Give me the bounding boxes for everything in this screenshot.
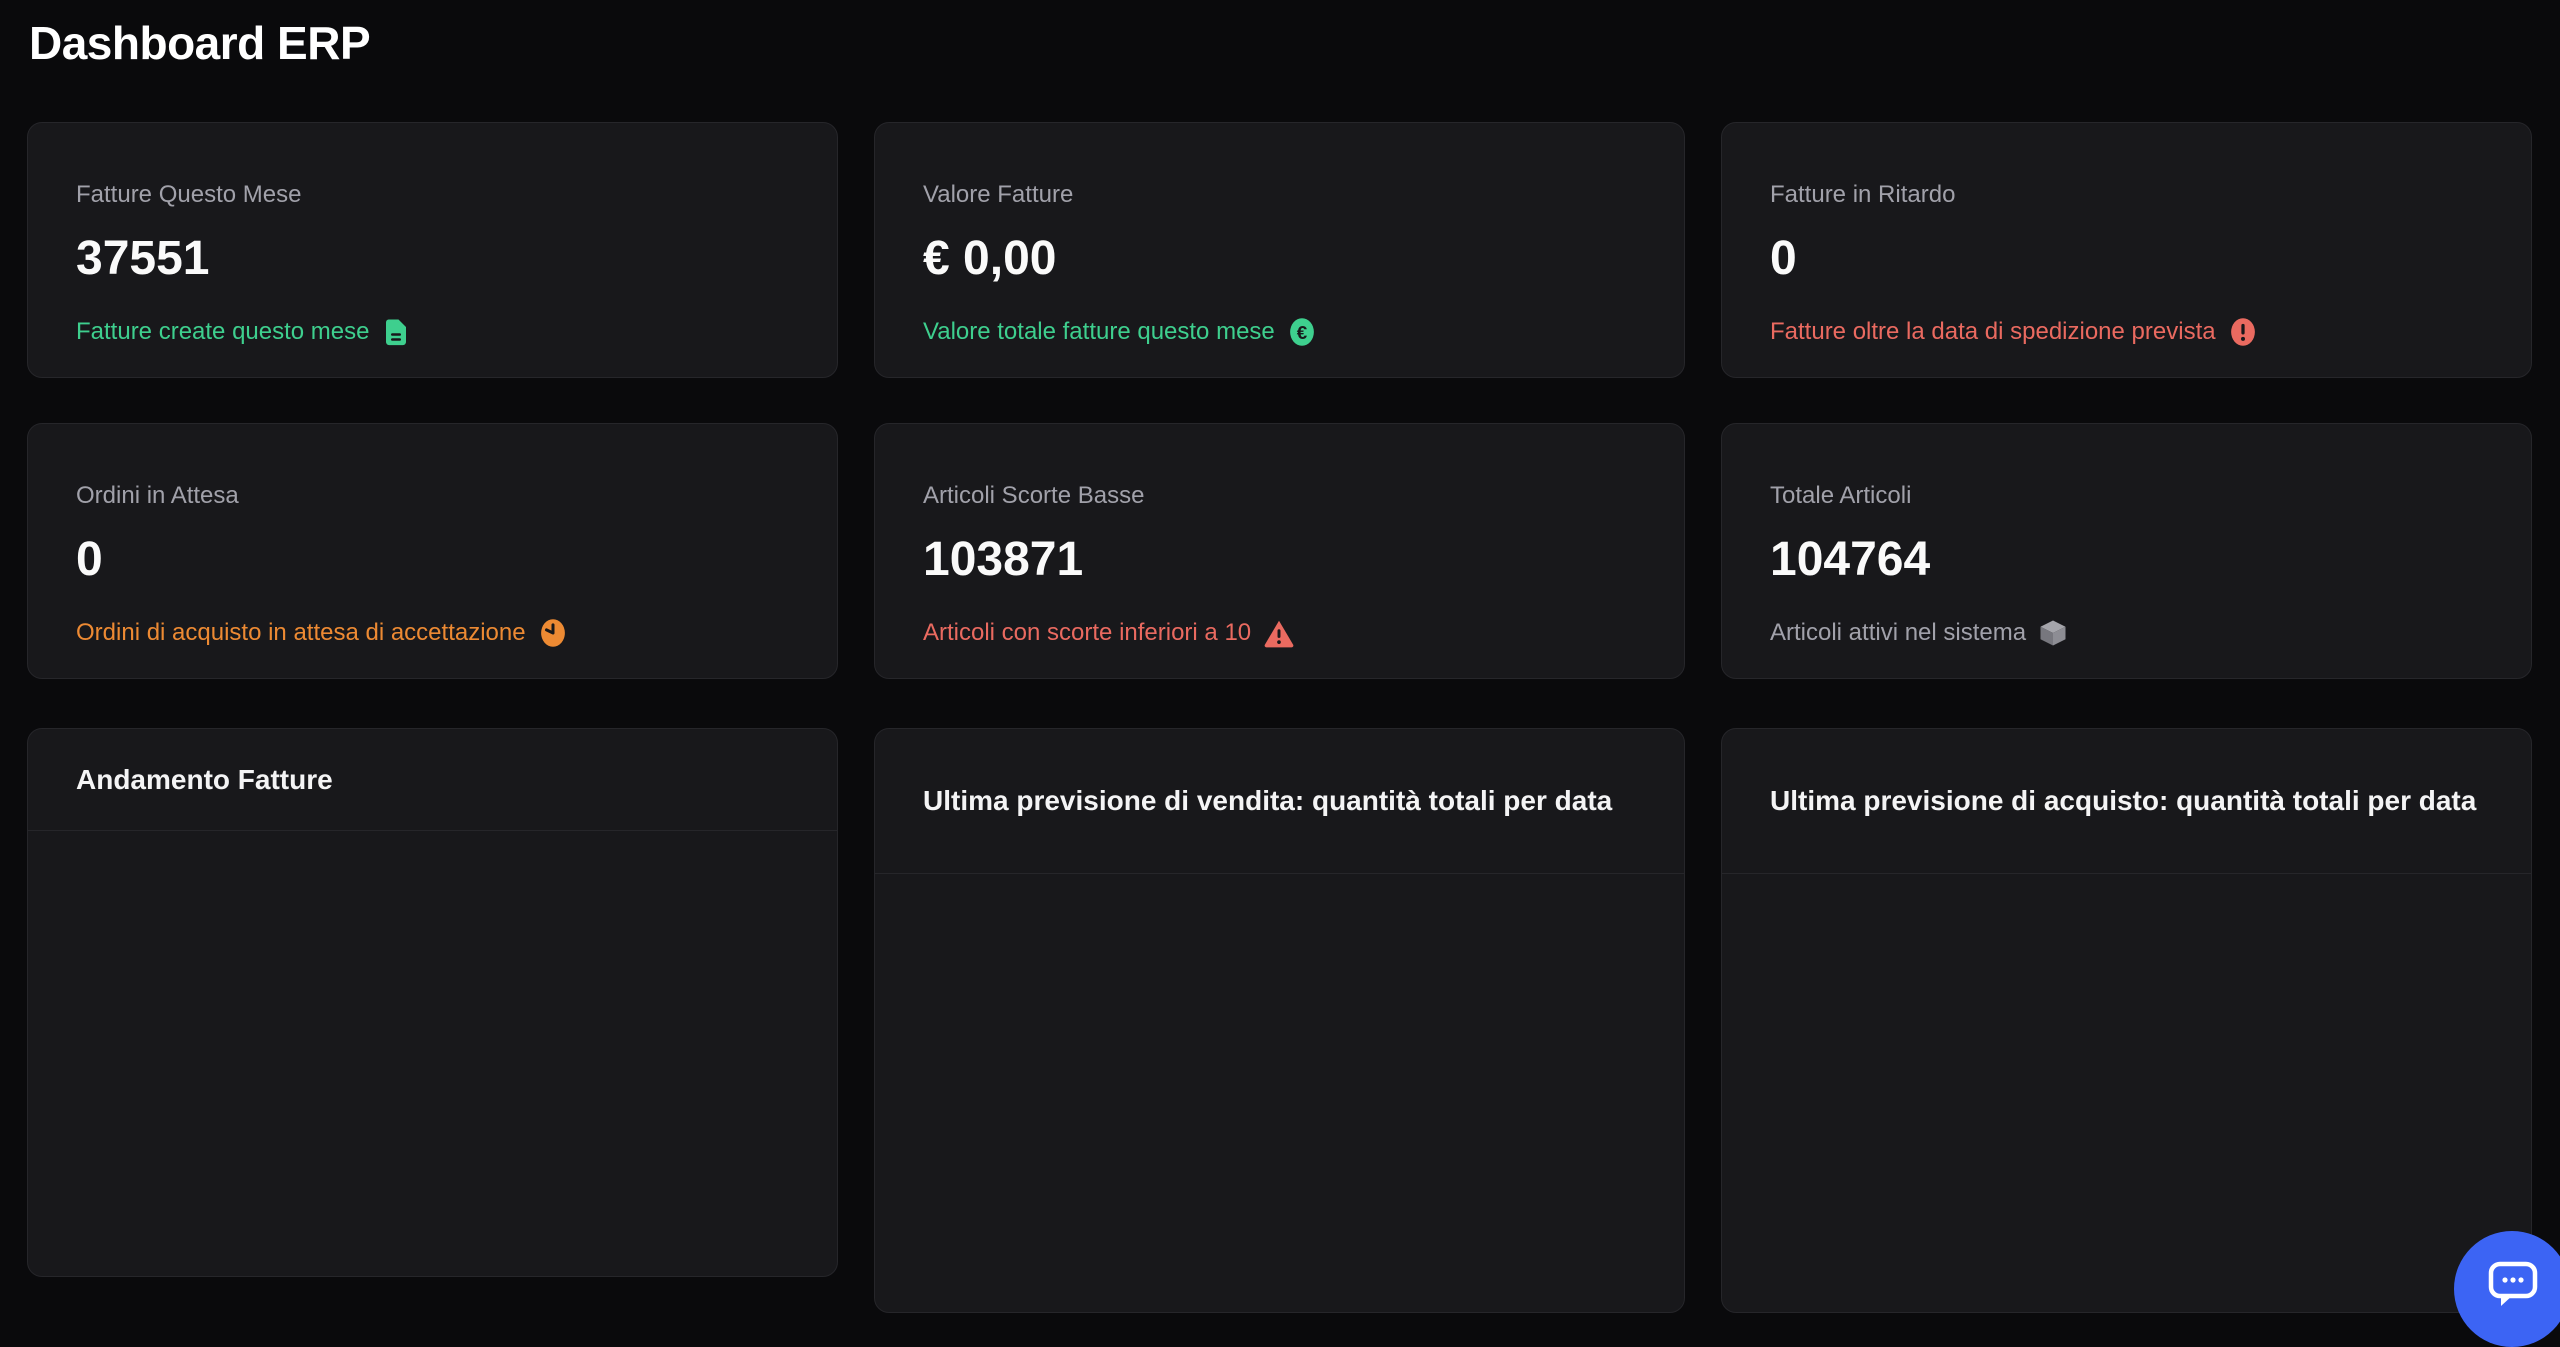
trend-fatture-chart bbox=[28, 831, 839, 1276]
stat-value: 37551 bbox=[76, 232, 210, 285]
stat-value: € 0,00 bbox=[923, 232, 1057, 285]
stat-card-fatture-in-ritardo: Fatture in Ritardo 0 Fatture oltre la da… bbox=[1721, 122, 2532, 378]
chart-card-header: Ultima previsione di acquisto: quantità … bbox=[1722, 729, 2531, 874]
stat-subtitle: Articoli con scorte inferiori a 10 bbox=[923, 618, 1636, 648]
clock-icon bbox=[538, 618, 568, 648]
stat-subtitle-text: Fatture oltre la data di spedizione prev… bbox=[1770, 318, 2216, 345]
previsione-vendita-chart bbox=[875, 874, 1686, 1307]
stat-subtitle: Fatture oltre la data di spedizione prev… bbox=[1770, 317, 2483, 347]
page-title: Dashboard ERP bbox=[29, 17, 371, 69]
chat-button[interactable] bbox=[2454, 1231, 2560, 1347]
stat-subtitle-text: Articoli attivi nel sistema bbox=[1770, 619, 2027, 646]
stat-subtitle-text: Valore totale fatture questo mese bbox=[923, 318, 1275, 345]
chart-card-previsione-vendita: Ultima previsione di vendita: quantità t… bbox=[874, 728, 1685, 1313]
chat-bubble-icon bbox=[2483, 1261, 2541, 1313]
chart-card-header: Andamento Fatture bbox=[28, 729, 837, 831]
stat-subtitle-text: Articoli con scorte inferiori a 10 bbox=[923, 619, 1252, 646]
stat-subtitle: Valore totale fatture questo mese € bbox=[923, 317, 1636, 347]
stat-subtitle: Ordini di acquisto in attesa di accettaz… bbox=[76, 618, 789, 648]
stat-card-totale-articoli: Totale Articoli 104764 Articoli attivi n… bbox=[1721, 423, 2532, 679]
chart-card-previsione-acquisto: Ultima previsione di acquisto: quantità … bbox=[1721, 728, 2532, 1313]
stat-label: Ordini in Attesa bbox=[76, 482, 239, 509]
stat-label: Fatture in Ritardo bbox=[1770, 181, 1956, 208]
svg-text:€: € bbox=[1297, 322, 1308, 343]
stat-subtitle-text: Ordini di acquisto in attesa di accettaz… bbox=[76, 619, 526, 646]
stat-value: 0 bbox=[76, 533, 103, 586]
stat-label: Fatture Questo Mese bbox=[76, 181, 302, 208]
stat-subtitle-text: Fatture create questo mese bbox=[76, 318, 370, 345]
chart-card-header: Ultima previsione di vendita: quantità t… bbox=[875, 729, 1684, 874]
euro-coin-icon: € bbox=[1287, 317, 1317, 347]
stat-subtitle: Articoli attivi nel sistema bbox=[1770, 618, 2483, 648]
cube-icon bbox=[2038, 618, 2068, 648]
stat-label: Valore Fatture bbox=[923, 181, 1074, 208]
stats-grid: Fatture Questo Mese 37551 Fatture create… bbox=[27, 122, 2533, 679]
warning-triangle-icon bbox=[1263, 618, 1295, 648]
stat-card-valore-fatture: Valore Fatture € 0,00 Valore totale fatt… bbox=[874, 122, 1685, 378]
stat-label: Totale Articoli bbox=[1770, 482, 1912, 509]
alert-circle-icon bbox=[2228, 317, 2258, 347]
stat-card-articoli-scorte-basse: Articoli Scorte Basse 103871 Articoli co… bbox=[874, 423, 1685, 679]
stat-value: 103871 bbox=[923, 533, 1084, 586]
stat-card-fatture-questo-mese: Fatture Questo Mese 37551 Fatture create… bbox=[27, 122, 838, 378]
document-icon bbox=[381, 317, 411, 347]
stat-card-ordini-in-attesa: Ordini in Attesa 0 Ordini di acquisto in… bbox=[27, 423, 838, 679]
stat-label: Articoli Scorte Basse bbox=[923, 482, 1145, 509]
stat-value: 0 bbox=[1770, 232, 1797, 285]
chart-card-andamento-fatture: Andamento Fatture bbox=[27, 728, 838, 1277]
stat-subtitle: Fatture create questo mese bbox=[76, 317, 789, 347]
stat-value: 104764 bbox=[1770, 533, 1931, 586]
previsione-acquisto-chart bbox=[1722, 874, 2533, 1307]
